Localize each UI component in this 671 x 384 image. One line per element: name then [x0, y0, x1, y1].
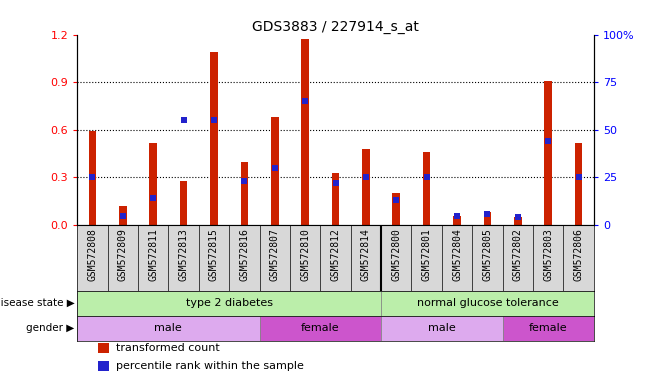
Text: GSM572809: GSM572809	[117, 228, 127, 281]
Point	[148, 195, 158, 202]
Point	[239, 178, 250, 184]
Bar	[454, 215, 461, 225]
Text: disease state ▶: disease state ▶	[0, 298, 74, 308]
Bar	[514, 217, 521, 225]
Point	[573, 174, 584, 180]
Text: GSM572810: GSM572810	[300, 228, 310, 281]
Text: female: female	[529, 323, 568, 333]
Text: GSM572805: GSM572805	[482, 228, 493, 281]
Text: GSM572800: GSM572800	[391, 228, 401, 281]
Bar	[423, 152, 431, 225]
Point	[300, 98, 311, 104]
Text: male: male	[428, 323, 456, 333]
Text: GSM572813: GSM572813	[178, 228, 189, 281]
Bar	[301, 39, 309, 225]
Bar	[544, 81, 552, 225]
Text: male: male	[154, 323, 183, 333]
Text: GSM572814: GSM572814	[361, 228, 371, 281]
Title: GDS3883 / 227914_s_at: GDS3883 / 227914_s_at	[252, 20, 419, 33]
Text: type 2 diabetes: type 2 diabetes	[186, 298, 272, 308]
Bar	[393, 193, 400, 225]
Text: GSM572815: GSM572815	[209, 228, 219, 281]
Text: percentile rank within the sample: percentile rank within the sample	[116, 361, 304, 371]
Text: normal glucose tolerance: normal glucose tolerance	[417, 298, 558, 308]
Bar	[260, 316, 381, 341]
Bar	[331, 173, 340, 225]
Bar	[484, 212, 491, 225]
Text: female: female	[301, 323, 340, 333]
Text: GSM572801: GSM572801	[421, 228, 431, 281]
Point	[178, 117, 189, 123]
Bar	[150, 142, 157, 225]
Point	[482, 210, 493, 217]
Text: GSM572803: GSM572803	[544, 228, 554, 281]
Point	[87, 174, 98, 180]
Bar	[89, 131, 96, 225]
Bar	[180, 180, 187, 225]
Point	[330, 180, 341, 186]
Bar	[98, 361, 109, 371]
Text: GSM572802: GSM572802	[513, 228, 523, 281]
Text: GSM572807: GSM572807	[270, 228, 280, 281]
Bar	[77, 291, 381, 316]
Bar	[362, 149, 370, 225]
Bar	[210, 52, 217, 225]
Text: gender ▶: gender ▶	[26, 323, 74, 333]
Bar	[503, 316, 594, 341]
Point	[543, 138, 554, 144]
Text: GSM572812: GSM572812	[331, 228, 340, 281]
Text: transformed count: transformed count	[116, 343, 219, 353]
Bar	[98, 343, 109, 353]
Point	[360, 174, 371, 180]
Bar	[575, 142, 582, 225]
Point	[117, 212, 128, 218]
Bar	[77, 316, 260, 341]
Text: GSM572804: GSM572804	[452, 228, 462, 281]
Point	[391, 197, 402, 204]
Point	[209, 117, 219, 123]
Point	[513, 214, 523, 220]
Text: GSM572816: GSM572816	[240, 228, 250, 281]
Point	[421, 174, 432, 180]
Bar	[381, 316, 503, 341]
Text: GSM572806: GSM572806	[574, 228, 584, 281]
Bar	[119, 206, 127, 225]
Bar	[271, 117, 278, 225]
Point	[452, 212, 462, 218]
Text: GSM572808: GSM572808	[87, 228, 97, 281]
Text: GSM572811: GSM572811	[148, 228, 158, 281]
Bar	[381, 291, 594, 316]
Bar	[240, 162, 248, 225]
Point	[269, 165, 280, 171]
